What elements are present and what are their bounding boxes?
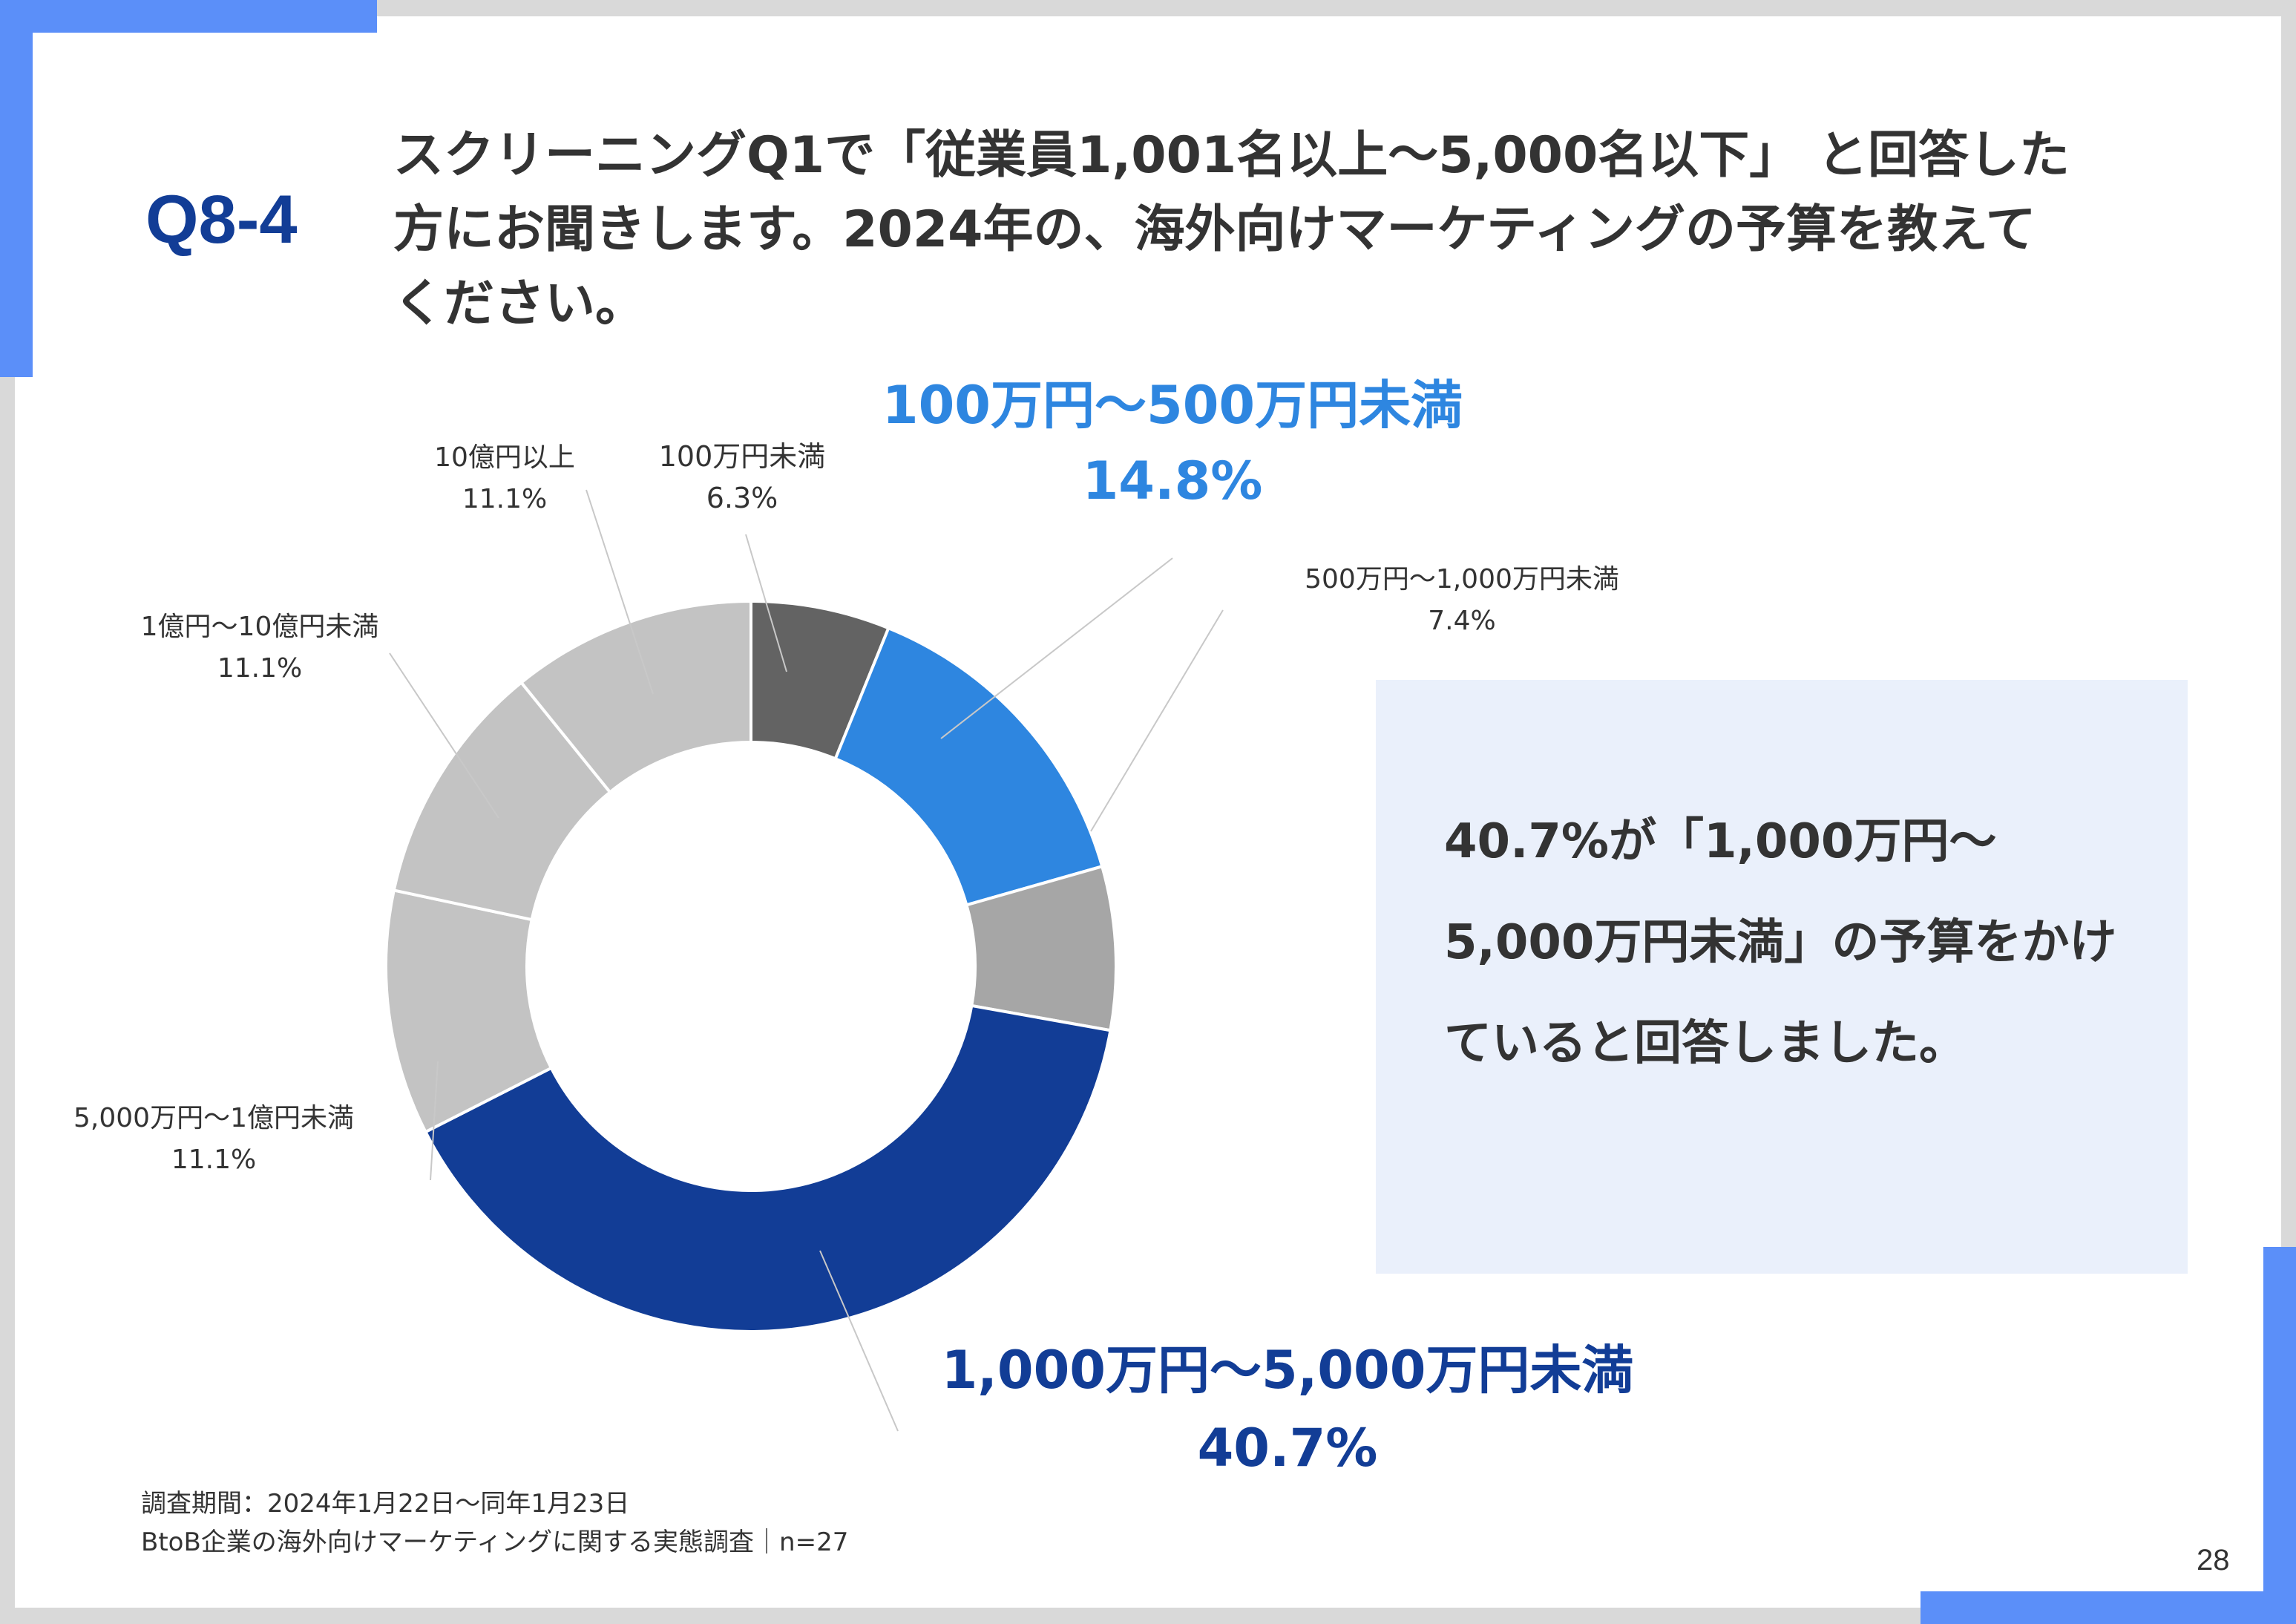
- callout-box: 40.7%が「1,000万円～5,000万円未満」の予算をかけていると回答しまし…: [1376, 680, 2188, 1274]
- slice-value-10-: 11.1%: [462, 484, 547, 514]
- slice-label-10-: 10億円以上: [434, 442, 575, 473]
- slice-label-100-: 100万円未満: [659, 440, 826, 473]
- slice-10-: [519, 599, 752, 795]
- corner-accent-top-left-vertical: [0, 0, 33, 377]
- slice-labels: 100万円未満 6.3% 100万円～500万円未満 14.8% 500万円～1,000…: [73, 375, 1633, 1479]
- leader-lines: [389, 489, 1224, 1432]
- survey-name: BtoB企業の海外向けマーケティングに関する実態調査｜n=27: [141, 1528, 849, 1557]
- slice-label-5-000-1-: 5,000万円～1億円未満: [73, 1103, 354, 1133]
- slice-label-1-10-: 1億円～10億円未満: [141, 612, 379, 642]
- question-text: スクリーニングQ1で「従業員1,001名以上～5,000名以下」 と回答した方に…: [393, 126, 2070, 333]
- slice-label-100-500-: 100万円～500万円未満: [882, 375, 1463, 436]
- leader-line-5-000-1-: [430, 1061, 439, 1181]
- donut-slices: [384, 599, 1118, 1333]
- slice-label-1-000-5-000-: 1,000万円～5,000万円未満: [942, 1340, 1634, 1401]
- leader-line-1-10-: [389, 652, 499, 819]
- callout-text: 40.7%が「1,000万円～5,000万円未満」の予算をかけていると回答しまし…: [1444, 814, 2117, 1071]
- corner-accent-bottom-right-vertical: [2263, 1247, 2296, 1624]
- survey-period: 調査期間：2024年1月22日～同年1月23日: [141, 1489, 630, 1519]
- leader-line-100-: [745, 534, 787, 672]
- slice-100-500-: [833, 626, 1104, 907]
- footer-notes: 調査期間：2024年1月22日～同年1月23日 BtoB企業の海外向けマーケティ…: [141, 1484, 848, 1562]
- corner-accent-top-left: [0, 0, 377, 33]
- slice-value-5-000-1-: 11.1%: [171, 1145, 256, 1175]
- leader-line-1-000-5-000-: [819, 1250, 899, 1432]
- slice-value-100-: 6.3%: [706, 482, 778, 514]
- slice-value-500-1-000-: 7.4%: [1428, 606, 1495, 636]
- corner-accent-bottom-right: [1921, 1591, 2296, 1624]
- slice-value-100-500-: 14.8%: [1083, 451, 1263, 511]
- leader-line-10-: [586, 489, 654, 695]
- page-number: 28: [2197, 1544, 2230, 1576]
- question-number: Q8-4: [145, 182, 298, 258]
- slice-label-500-1-000-: 500万円～1,000万円未満: [1305, 564, 1619, 595]
- leader-line-500-1-000-: [1090, 609, 1224, 832]
- leader-line-100-500-: [940, 557, 1173, 739]
- slice-1-000-5-000-: [423, 1003, 1112, 1333]
- slice-value-1-10-: 11.1%: [217, 653, 302, 684]
- slice-value-1-000-5-000-: 40.7%: [1198, 1418, 1378, 1479]
